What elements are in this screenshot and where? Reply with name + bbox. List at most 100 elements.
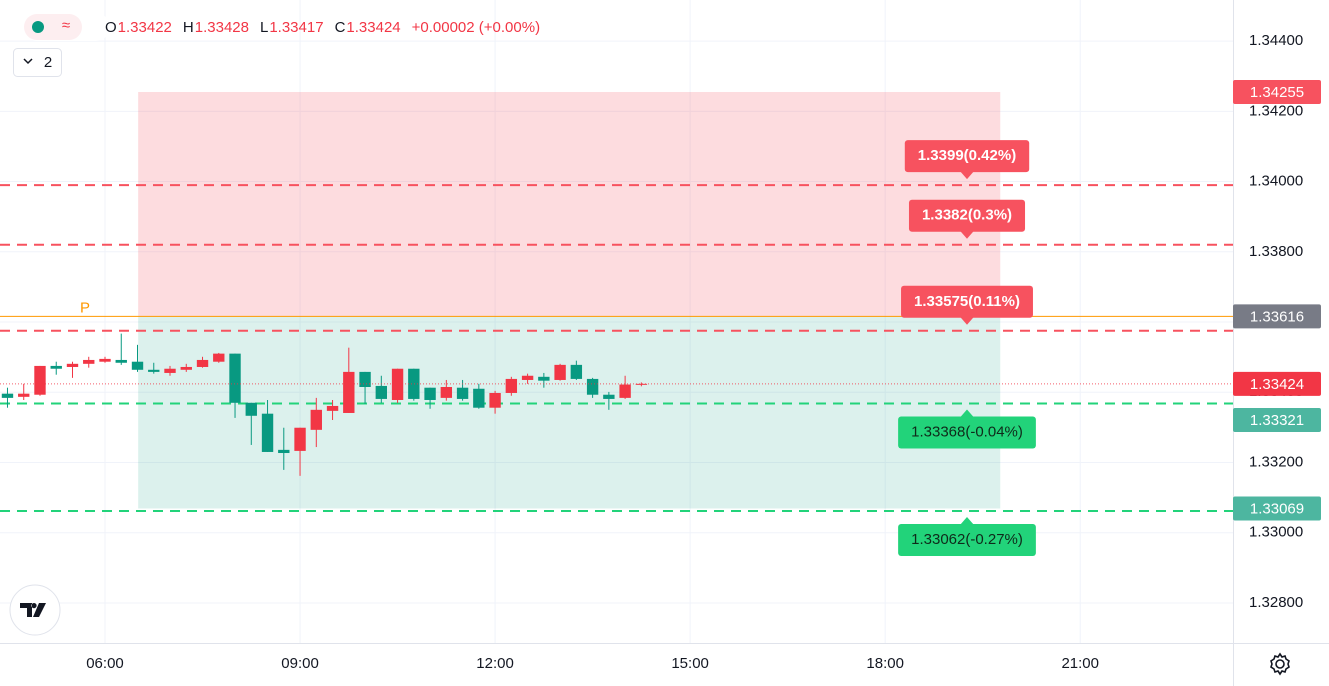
candle-body (310, 409, 322, 430)
candle-body (343, 371, 355, 413)
level-tag-pointer (960, 409, 974, 418)
x-tick-label: 15:00 (671, 655, 709, 672)
candle-body (538, 376, 550, 381)
candle-body (619, 384, 631, 398)
candle-body (359, 371, 371, 387)
y-tick-label: 1.33800 (1249, 243, 1303, 260)
price-tag-label: 1.33616 (1250, 308, 1304, 325)
candle-body (115, 359, 127, 363)
candle-body (570, 364, 583, 379)
candle-body (326, 405, 339, 411)
tradingview-logo[interactable] (9, 584, 61, 636)
logo-mark (20, 603, 46, 617)
candle-body (83, 359, 95, 364)
candle-body (391, 368, 404, 400)
chevron-icon (23, 58, 33, 65)
market-status-dot (32, 21, 44, 33)
level-tag-pointer (960, 316, 974, 325)
indicators-toggle[interactable] (13, 48, 62, 77)
y-tick-label: 1.33200 (1249, 453, 1303, 470)
candle-body (554, 364, 566, 380)
candle-body (164, 368, 176, 373)
candle-body (50, 365, 62, 369)
level-tag-label: 1.3399(0.42%) (918, 147, 1016, 164)
level-tag-pointer (960, 230, 974, 239)
level-tag (898, 416, 1036, 449)
candle-body (440, 386, 453, 398)
x-tick-label: 18:00 (866, 655, 904, 672)
candle-body (34, 365, 46, 395)
profit-zone (138, 92, 1001, 317)
candle-body (521, 375, 534, 380)
level-tag-pointer (960, 516, 974, 525)
y-tick-label: 1.34400 (1249, 32, 1303, 49)
level-tag-label: 1.33575(0.11%) (914, 293, 1020, 310)
data-status-icon: ≈ (62, 17, 70, 34)
y-tick-label: 1.33000 (1249, 524, 1303, 541)
candle-body (456, 387, 469, 399)
candle-body (505, 378, 518, 393)
plot: P 1.3399(0.42%) 1.3382(0.3%) 1.33575(0.11%)… (0, 92, 1233, 556)
candle-body (131, 361, 144, 370)
ohlc-header: O 1.33422 H 1.33428 L 1.33417 C 1.33424 +0.00002… (105, 19, 540, 36)
pivot-label: P (80, 299, 90, 316)
price-tag (1233, 80, 1321, 105)
y-tick-label: 1.32800 (1249, 594, 1303, 611)
axes: 1.344001.342001.340001.338001.336001.334… (86, 32, 1321, 672)
price-tag-label: 1.33424 (1250, 376, 1304, 393)
candle-body (408, 368, 420, 399)
level-tag-label: 1.33062(-0.27%) (911, 531, 1023, 548)
x-tick-label: 06:00 (86, 655, 124, 672)
level-tag-pointer (960, 171, 974, 180)
price-tag (1233, 371, 1321, 396)
candle-body (424, 387, 436, 400)
candle-body (375, 385, 387, 399)
price-change: +0.00002 (+0.00%) (412, 19, 540, 36)
x-tick-label: 09:00 (281, 655, 319, 672)
settings-button[interactable] (1270, 652, 1290, 676)
ohlc-letter: C (335, 19, 346, 36)
candle-body (489, 392, 501, 408)
candle-body (586, 378, 599, 395)
ohlc-letter: L (260, 19, 268, 36)
ohlc-value: 1.33422 (118, 19, 172, 36)
loss-zone (138, 316, 1001, 509)
candle-body (294, 427, 306, 451)
level-tag-label: 1.3382(0.3%) (922, 207, 1012, 224)
ohlc-letter: H (183, 19, 194, 36)
candle-body (603, 394, 615, 399)
ohlc-letter: O (105, 19, 117, 36)
status-pill-bg[interactable] (24, 14, 82, 40)
candle-body (180, 366, 192, 370)
level-tag-label: 1.33368(-0.04%) (911, 423, 1023, 440)
level-tag (904, 140, 1030, 173)
candle-body (1, 393, 14, 398)
candle-body (261, 413, 274, 452)
price-tag-label: 1.34255 (1250, 84, 1304, 101)
price-tag (1233, 304, 1321, 329)
candle-body (18, 393, 30, 397)
y-tick-label: 1.34200 (1249, 102, 1303, 119)
gear-center (1275, 659, 1285, 669)
level-tag (898, 523, 1036, 556)
ohlc-value: 1.33417 (269, 19, 323, 36)
level-tag (908, 199, 1026, 232)
candle-body (278, 449, 290, 454)
candle-body (99, 358, 111, 362)
candle-body (213, 353, 225, 362)
price-tag (1233, 496, 1321, 521)
x-tick-label: 21:00 (1061, 655, 1099, 672)
ohlc-value: 1.33424 (346, 19, 400, 36)
candle-body (635, 383, 648, 385)
candle-body (473, 388, 485, 408)
price-tag-label: 1.33069 (1250, 500, 1304, 517)
candle-body (245, 402, 257, 416)
candle-body (148, 369, 160, 372)
level-tag (901, 285, 1033, 318)
price-tag (1233, 408, 1321, 433)
indicators-count: 2 (44, 54, 52, 71)
grid (0, 0, 1233, 643)
candle-body (229, 353, 241, 403)
